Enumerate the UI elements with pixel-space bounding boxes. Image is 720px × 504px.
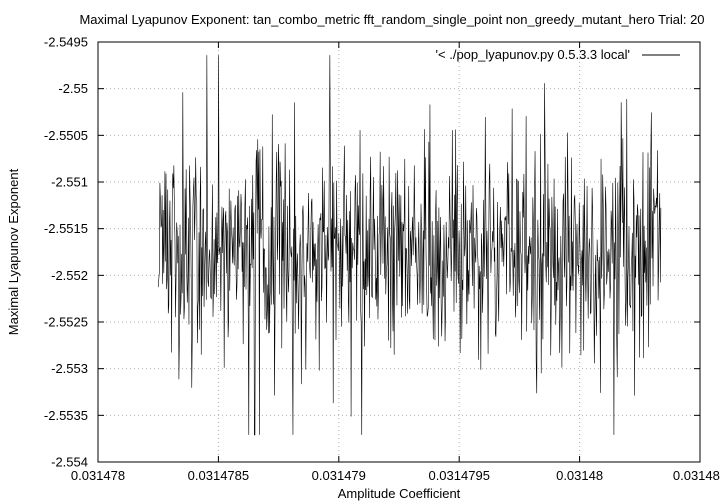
y-axis-label: Maximal Lyapunov Exponent: [6, 168, 21, 335]
y-tick-label: -2.551: [51, 175, 88, 190]
x-tick-label: 0.0314785: [188, 468, 249, 483]
y-axis: -2.5495 -2.55 -2.5505 -2.551 -2.5515 -2.552 -2…: [44, 35, 700, 470]
plot-border: [97, 41, 701, 463]
chart-title: Maximal Lyapunov Exponent: tan_combo_met…: [79, 12, 704, 27]
x-axis-label: Amplitude Coefficient: [338, 486, 461, 501]
x-axis: 0.031478 0.0314785 0.031479 0.0314795 0.0314…: [71, 42, 720, 483]
y-tick-label: -2.5525: [44, 315, 88, 330]
legend-entry-label: '< ./pop_lyapunov.py 0.5.3.3 local': [436, 47, 630, 62]
y-tick-label: -2.552: [51, 268, 88, 283]
y-tick-label: -2.55: [58, 81, 88, 96]
y-tick-label: -2.5535: [44, 408, 88, 423]
y-tick-label: -2.5515: [44, 221, 88, 236]
x-tick-label: 0.03148: [556, 468, 603, 483]
series-group: [157, 55, 662, 436]
x-tick-label: 0.0314795: [428, 468, 489, 483]
y-tick-label: -2.554: [51, 455, 88, 470]
legend: '< ./pop_lyapunov.py 0.5.3.3 local': [436, 47, 680, 62]
y-tick-label: -2.5505: [44, 128, 88, 143]
x-tick-label: 0.031479: [312, 468, 366, 483]
x-tick-label: 0.031478: [71, 468, 125, 483]
y-tick-label: -2.5495: [44, 35, 88, 50]
y-tick-label: -2.553: [51, 361, 88, 376]
series-line: [157, 55, 662, 436]
